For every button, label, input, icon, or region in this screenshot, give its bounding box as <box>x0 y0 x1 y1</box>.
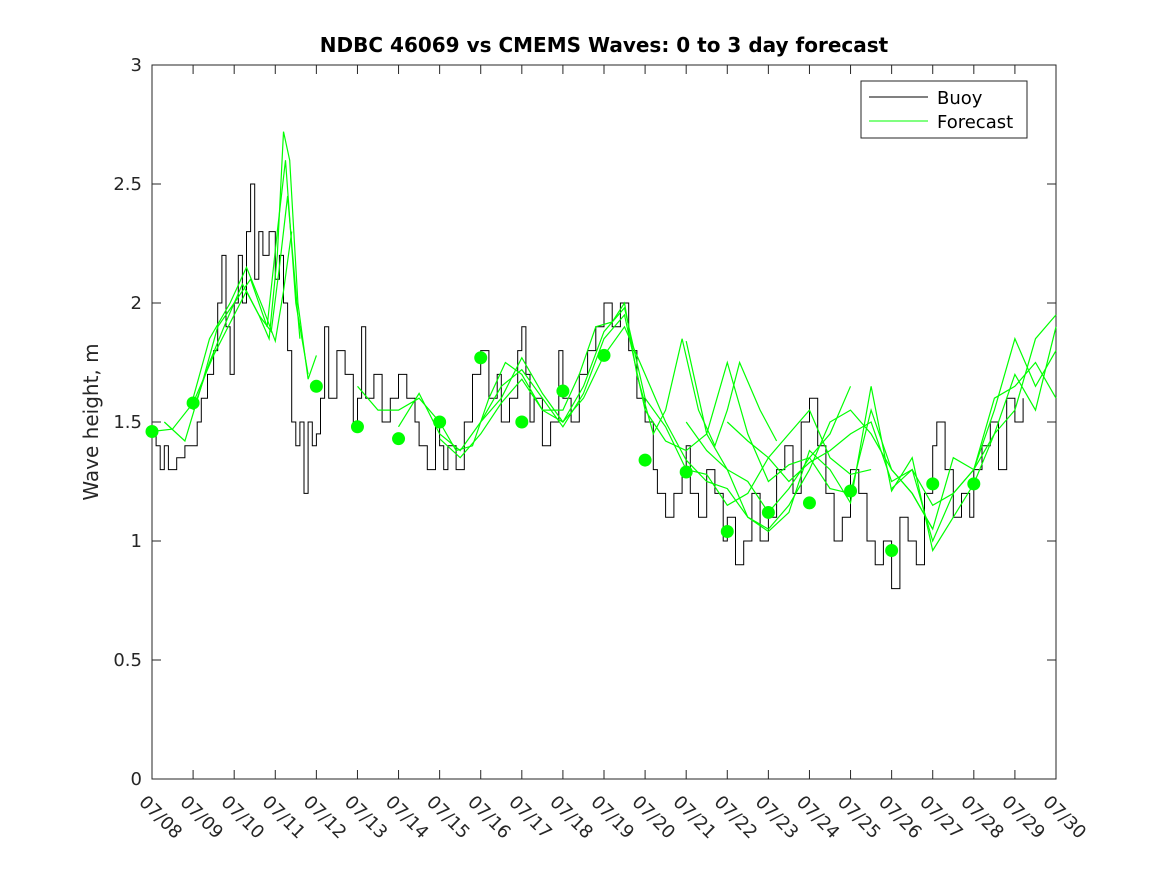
forecast-marker <box>350 420 364 434</box>
x-tick-label: 07/19 <box>586 792 638 844</box>
x-tick-label: 07/25 <box>833 792 885 844</box>
forecast-marker <box>679 465 693 479</box>
x-tick-label: 07/29 <box>997 792 1049 844</box>
y-tick-label: 1.5 <box>113 412 142 433</box>
y-tick-label: 0.5 <box>113 650 142 671</box>
forecast-marker <box>761 505 775 519</box>
forecast-marker <box>802 496 816 510</box>
forecast-marker <box>967 477 981 491</box>
x-tick-label: 07/09 <box>176 792 228 844</box>
y-tick-label: 1 <box>131 531 142 552</box>
forecast-line <box>891 336 1057 543</box>
x-tick-label: 07/16 <box>463 792 515 844</box>
legend-label-buoy: Buoy <box>937 88 983 109</box>
forecast-markers <box>145 348 981 558</box>
x-tick-label: 07/21 <box>669 792 721 844</box>
x-tick-label: 07/08 <box>134 792 186 844</box>
x-tick-label: 07/13 <box>340 792 392 844</box>
forecast-line <box>192 231 293 399</box>
x-tick-label: 07/30 <box>1038 792 1090 844</box>
legend: Buoy Forecast <box>860 80 1028 139</box>
forecast-line <box>439 306 872 507</box>
x-tick-label: 07/24 <box>792 792 844 844</box>
y-tick-label: 0 <box>131 769 142 790</box>
x-tick-label: 07/10 <box>217 792 269 844</box>
buoy-series <box>152 183 1024 590</box>
y-tick-label: 2.5 <box>113 174 142 195</box>
forecast-marker <box>926 477 940 491</box>
forecast-marker <box>638 453 652 467</box>
x-tick-label: 07/20 <box>628 792 680 844</box>
x-tick-label: 07/18 <box>545 792 597 844</box>
buoy-line <box>152 183 1024 590</box>
x-tick-label: 07/27 <box>915 792 967 844</box>
forecast-marker <box>844 484 858 498</box>
x-tick-label: 07/12 <box>299 792 351 844</box>
y-axis-label: Wave height, m <box>79 343 103 500</box>
x-tick-label: 07/14 <box>381 792 433 844</box>
forecast-line <box>726 326 1057 507</box>
forecast-line <box>192 195 301 411</box>
x-tick-label: 07/23 <box>751 792 803 844</box>
forecast-marker <box>145 425 159 439</box>
y-tick-label: 3 <box>131 55 142 76</box>
forecast-marker <box>885 544 899 558</box>
forecast-line <box>480 325 934 530</box>
forecast-series <box>151 131 1057 553</box>
x-tick-label: 07/17 <box>504 792 556 844</box>
forecast-marker <box>556 384 570 398</box>
chart-title: NDBC 46069 vs CMEMS Waves: 0 to 3 day fo… <box>320 33 889 57</box>
forecast-line <box>151 131 317 433</box>
forecast-marker <box>186 396 200 410</box>
forecast-marker <box>433 415 447 429</box>
forecast-marker <box>597 348 611 362</box>
forecast-marker <box>309 379 323 393</box>
x-tick-label: 07/11 <box>258 792 310 844</box>
legend-label-forecast: Forecast <box>937 112 1013 133</box>
forecast-line <box>397 313 852 514</box>
legend-box <box>860 80 1028 139</box>
x-tick-label: 07/15 <box>422 792 474 844</box>
x-tick-label: 07/22 <box>710 792 762 844</box>
forecast-marker <box>515 415 529 429</box>
x-tick-label: 07/26 <box>874 792 926 844</box>
forecast-marker <box>474 351 488 365</box>
y-tick-label: 2 <box>131 293 142 314</box>
x-tick-label: 07/28 <box>956 792 1008 844</box>
forecast-marker <box>392 432 406 446</box>
plot-area <box>151 64 1057 780</box>
forecast-marker <box>720 524 734 538</box>
forecast-line <box>685 340 1057 531</box>
